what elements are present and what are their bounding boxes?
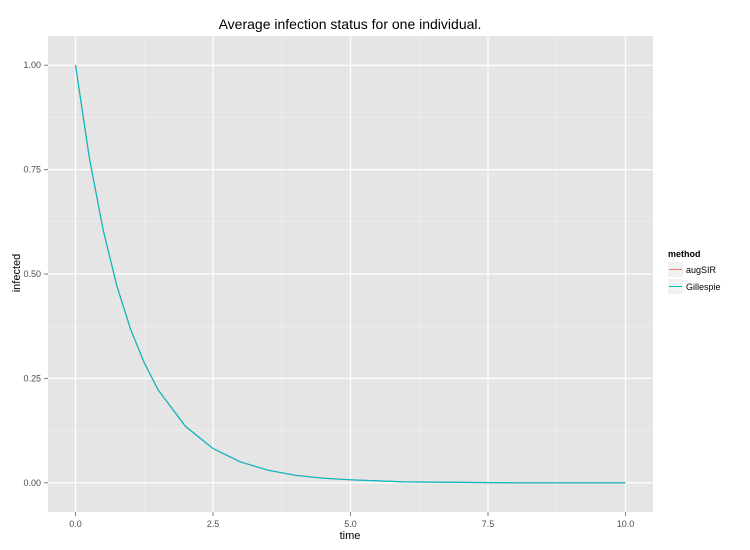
y-tick-label: 0.75: [23, 165, 41, 175]
series-layer: [74, 65, 626, 484]
chart-title: Average infection status for one individ…: [219, 16, 482, 32]
y-tick-label: 0.00: [23, 478, 41, 488]
y-tick-label: 0.25: [23, 373, 41, 383]
series-line-gillespie: [74, 65, 626, 484]
x-axis-ticks: 0.0 2.5 5.0 7.5 10.0: [69, 512, 634, 529]
y-axis-ticks: 0.00 0.25 0.50 0.75 1.00: [23, 60, 48, 488]
legend-title: method: [668, 249, 701, 259]
x-tick-label: 7.5: [482, 519, 495, 529]
x-tick-label: 5.0: [344, 519, 357, 529]
legend-label: augSIR: [686, 265, 717, 275]
y-axis-title: infected: [11, 254, 23, 293]
y-tick-label: 1.00: [23, 60, 41, 70]
major-grid: [48, 36, 653, 512]
x-axis-title: time: [340, 530, 361, 542]
legend-label: Gillespie: [686, 282, 721, 292]
legend: method augSIR Gillespie: [668, 249, 721, 294]
x-tick-label: 10.0: [617, 519, 635, 529]
y-tick-label: 0.50: [23, 269, 41, 279]
legend-entries: augSIR Gillespie: [668, 262, 721, 294]
x-tick-label: 2.5: [207, 519, 220, 529]
x-tick-label: 0.0: [69, 519, 82, 529]
